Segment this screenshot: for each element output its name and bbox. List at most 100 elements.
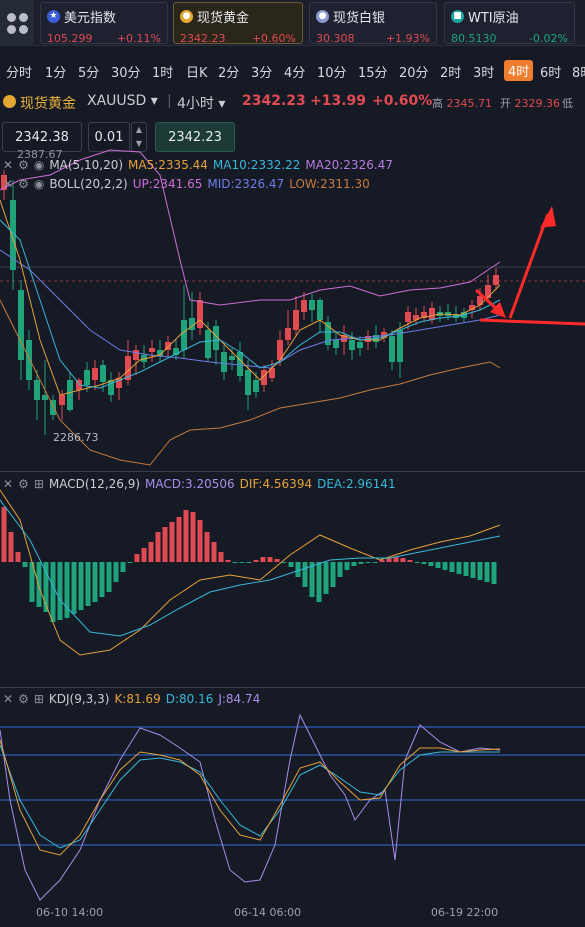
candle-body xyxy=(76,380,82,390)
macd-histogram-bar xyxy=(372,562,378,563)
ticker-spot-silver[interactable]: ● 现货白银 30.308 +1.93% xyxy=(309,2,437,45)
sell-price-button[interactable]: 2342.38 xyxy=(2,122,82,152)
ticker-spot-gold[interactable]: ● 现货黄金 2342.23 +0.60% xyxy=(173,2,303,45)
candle-body xyxy=(349,340,355,350)
ticker-price: 30.308 xyxy=(316,32,355,45)
macd-histogram-bar xyxy=(449,562,455,572)
candle-body xyxy=(205,330,211,358)
macd-indicator-legend: ✕ ⚙ ⊞ MACD(12,26,9) MACD:3.20506 DIF:4.5… xyxy=(3,477,396,491)
gear-icon[interactable]: ⚙ xyxy=(18,692,29,706)
candle-body xyxy=(309,300,315,310)
high-marker-label: 2387.67 xyxy=(17,148,63,161)
candle-body xyxy=(381,332,387,338)
period-tab[interactable]: 10分 xyxy=(317,66,347,81)
macd-histogram-bar xyxy=(204,532,210,562)
macd-histogram-bar xyxy=(246,562,252,563)
close-icon[interactable]: ✕ xyxy=(3,692,14,706)
period-tab[interactable]: 20分 xyxy=(399,66,429,81)
gear-icon[interactable]: ⚙ xyxy=(18,177,29,191)
ticker-wti-oil[interactable]: ■ WTI原油 80.5130 -0.02% xyxy=(444,2,575,45)
period-tab[interactable]: 2时 xyxy=(440,66,462,81)
period-tab[interactable]: 1时 xyxy=(152,66,174,81)
ticker-change: +1.93% xyxy=(385,32,430,45)
chevron-down-icon: ▾ xyxy=(150,93,158,109)
ma5-line xyxy=(0,199,501,396)
period-tab[interactable]: 8时 xyxy=(572,66,585,81)
high-label: 高 xyxy=(432,97,443,110)
candle-body xyxy=(493,275,499,285)
candle-body xyxy=(293,310,299,330)
candle-body xyxy=(261,370,267,385)
candle-body xyxy=(269,368,275,378)
macd-histogram-bar xyxy=(435,562,441,568)
macd-histogram-bar xyxy=(267,557,273,562)
symbol-code[interactable]: XAUUSD ▾ xyxy=(87,93,158,109)
candle-body xyxy=(181,320,187,350)
macd-histogram-bar xyxy=(113,562,119,582)
eye-icon[interactable]: ◉ xyxy=(33,158,45,172)
candle-body xyxy=(125,356,131,380)
lot-input[interactable]: 0.01 xyxy=(88,122,130,152)
period-tab[interactable]: 15分 xyxy=(358,66,388,81)
macd-histogram-bar xyxy=(344,562,350,570)
period-tab[interactable]: 分时 xyxy=(6,66,33,81)
low-price: 低 xyxy=(562,97,573,110)
boll-up-value: UP:2341.65 xyxy=(132,177,203,191)
ticker-name: 美元指数 xyxy=(64,11,117,26)
close-icon[interactable]: ✕ xyxy=(3,177,14,191)
menu-grid-icon[interactable] xyxy=(0,0,34,46)
ticker-name: 现货黄金 xyxy=(197,11,250,26)
macd-histogram-bar xyxy=(22,562,28,567)
period-tab[interactable]: 30分 xyxy=(111,66,141,81)
candle-body xyxy=(333,340,339,348)
period-tab-selected[interactable]: 4时 xyxy=(504,60,534,81)
macd-histogram-bar xyxy=(232,562,238,563)
macd-histogram-bar xyxy=(456,562,462,574)
pane-divider[interactable] xyxy=(0,471,585,472)
symbol-name[interactable]: 现货黄金 xyxy=(20,96,76,112)
eye-icon[interactable]: ◉ xyxy=(33,177,45,191)
candle-body xyxy=(108,380,114,395)
interval-selector[interactable]: 4小时 ▾ xyxy=(177,93,225,113)
period-tab[interactable]: 3时 xyxy=(473,66,495,81)
candle-body xyxy=(317,300,323,320)
chevron-down-icon[interactable]: ▼ xyxy=(135,139,143,148)
macd-histogram-bar xyxy=(309,562,315,597)
chevron-up-icon[interactable]: ▲ xyxy=(135,125,143,134)
period-tab[interactable]: 1分 xyxy=(45,66,67,81)
ma-indicator-legend: ✕ ⚙ ◉ MA(5,10,20) MA5:2335.44 MA10:2332.… xyxy=(3,158,393,172)
dif-line xyxy=(0,489,501,656)
macd-histogram-bar xyxy=(50,562,56,622)
ticker-name: WTI原油 xyxy=(468,11,519,26)
macd-histogram-bar xyxy=(169,522,175,562)
gear-icon[interactable]: ⚙ xyxy=(18,158,29,172)
period-tab[interactable]: 5分 xyxy=(78,66,100,81)
macd-value: MACD:3.20506 xyxy=(145,477,235,491)
macd-histogram-bar xyxy=(197,520,203,562)
macd-histogram-bar xyxy=(407,560,413,562)
candle-body xyxy=(26,340,32,380)
kdj-indicator-legend: ✕ ⚙ ⊞ KDJ(9,3,3) K:81.69 D:80.16 J:84.74 xyxy=(3,692,260,706)
symbol-code-text: XAUUSD xyxy=(87,93,147,109)
period-tab[interactable]: 6时 xyxy=(540,66,562,81)
expand-icon[interactable]: ⊞ xyxy=(33,477,44,491)
open-label: 开 xyxy=(500,97,511,110)
close-icon[interactable]: ✕ xyxy=(3,158,14,172)
close-icon[interactable]: ✕ xyxy=(3,477,14,491)
expand-icon[interactable]: ⊞ xyxy=(33,692,44,706)
ma10-line xyxy=(0,219,501,389)
gear-icon[interactable]: ⚙ xyxy=(18,477,29,491)
macd-histogram-bar xyxy=(155,532,161,562)
macd-histogram-bar xyxy=(379,560,385,562)
buy-price-button[interactable]: 2342.23 xyxy=(155,122,235,152)
macd-histogram-bar xyxy=(428,562,434,566)
period-tab[interactable]: 3分 xyxy=(251,66,273,81)
period-tab[interactable]: 2分 xyxy=(218,66,240,81)
period-tab[interactable]: 4分 xyxy=(284,66,306,81)
period-tab[interactable]: 日K xyxy=(186,66,208,81)
candle-body xyxy=(92,368,98,380)
pane-divider[interactable] xyxy=(0,687,585,688)
silver-icon: ● xyxy=(316,10,329,23)
ticker-dollar-index[interactable]: ★ 美元指数 105.299 +0.11% xyxy=(40,2,168,45)
